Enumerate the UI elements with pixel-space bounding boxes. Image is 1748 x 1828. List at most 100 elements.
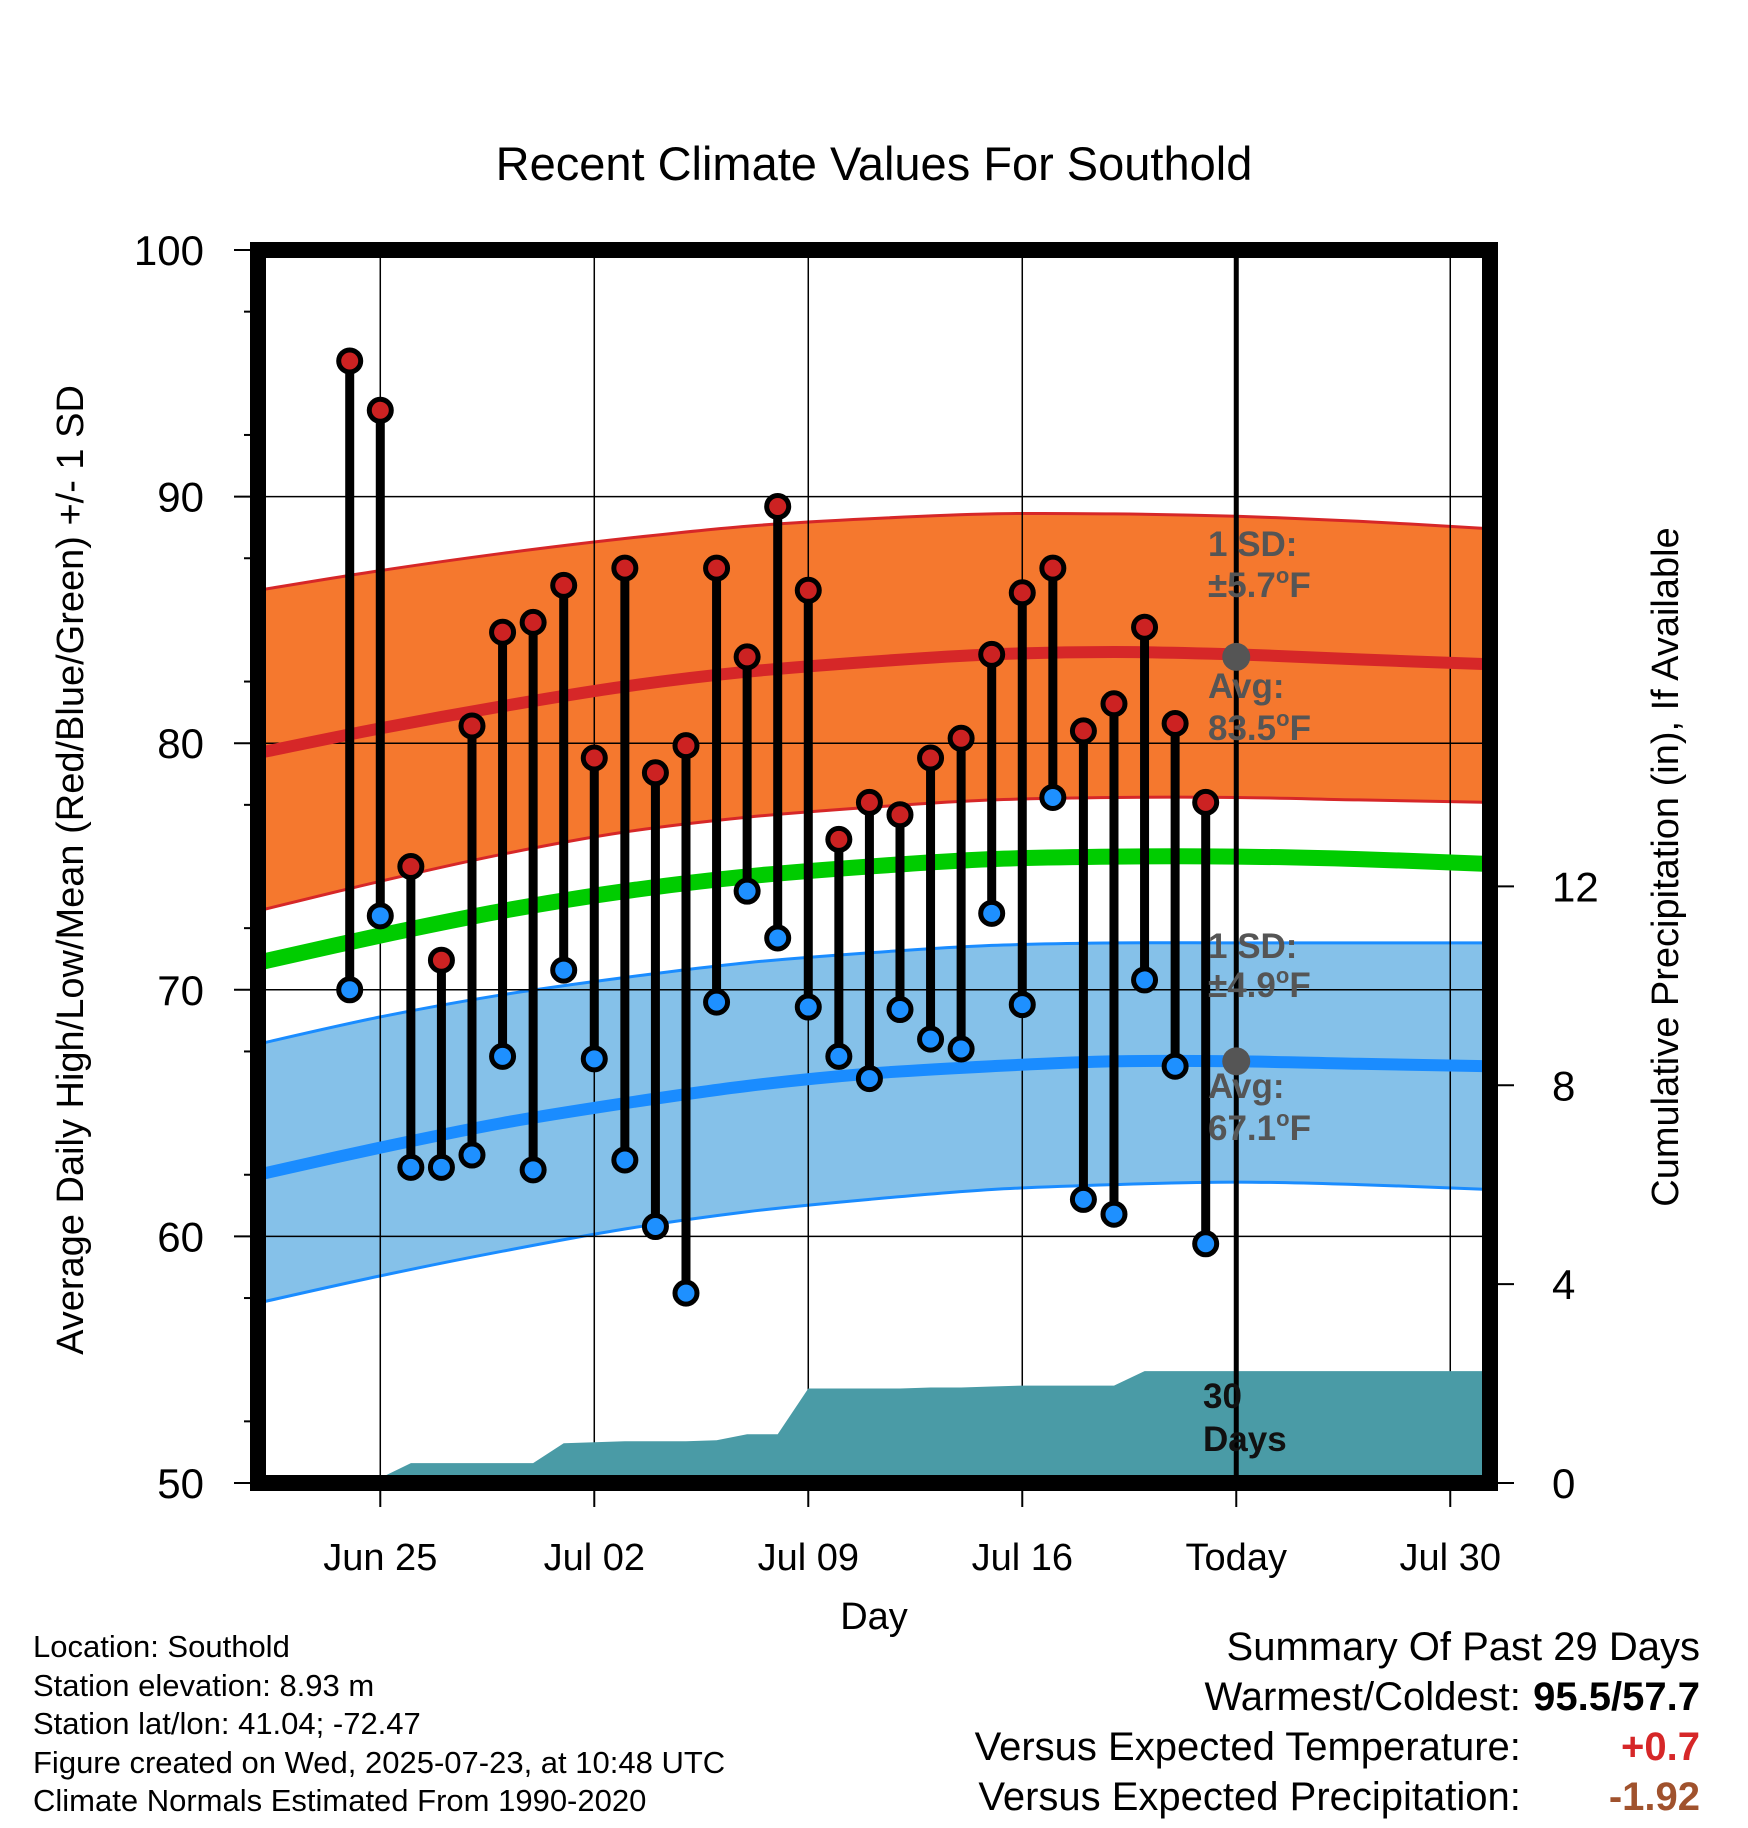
y2-tick-label: 4 <box>1552 1261 1575 1308</box>
daily-high-point <box>917 744 945 772</box>
today-low-avg-marker <box>1222 1047 1251 1076</box>
high-sd-value: ±5.7oF <box>1208 563 1311 605</box>
high-avg-line <box>258 645 1490 759</box>
daily-high-point <box>1008 579 1036 607</box>
high-band-upper-edge <box>258 511 1490 592</box>
plot-area <box>258 250 1490 1483</box>
daily-low-point <box>825 1042 853 1070</box>
daily-high-point <box>764 492 792 520</box>
daily-high-point <box>336 347 364 375</box>
x-tick-label: Jul 16 <box>972 1537 1073 1579</box>
daily-high-point <box>1192 788 1220 816</box>
x-tick-label: Jul 02 <box>544 1537 645 1579</box>
daily-low-point <box>397 1153 425 1181</box>
low-sd-band <box>258 942 1490 1303</box>
daily-high-point <box>978 640 1006 668</box>
summary-precip-row: Versus Expected Precipitation: -1.92 <box>975 1772 1700 1822</box>
high-avg-value: 83.5oF <box>1208 706 1311 748</box>
daily-low-point <box>794 993 822 1021</box>
y-tick-label: 60 <box>157 1213 204 1260</box>
daily-low-point <box>427 1153 455 1181</box>
daily-low-point <box>947 1035 975 1063</box>
daily-low-point <box>458 1141 486 1169</box>
daily-high-point <box>550 571 578 599</box>
summary-warm-cold-row: Warmest/Coldest: 95.5/57.7 <box>975 1672 1701 1722</box>
daily-high-point <box>366 396 394 424</box>
daily-low-point <box>855 1065 883 1093</box>
band-annotations: 1 SD: ±5.7oF Avg: 83.5oF 1 SD: ±4.9oF Av… <box>1203 525 1311 1459</box>
daily-low-point <box>641 1213 669 1241</box>
precip-period-line2: Days <box>1203 1420 1287 1459</box>
daily-high-point <box>641 759 669 787</box>
low-avg-label: Avg: <box>1208 1067 1284 1106</box>
y-axis-label-left: Average Daily High/Low/Mean (Red/Blue/Gr… <box>50 385 92 1355</box>
daily-high-point <box>703 554 731 582</box>
precip-anomaly-label: Versus Expected Precipitation: <box>978 1775 1521 1819</box>
daily-high-point <box>733 643 761 671</box>
x-tick-label: Today <box>1186 1537 1287 1579</box>
summary-heading: Summary Of Past 29 Days <box>1226 1625 1700 1669</box>
daily-low-point <box>580 1045 608 1073</box>
location-text: Location: Southold <box>33 1629 290 1664</box>
y-tick-label: 90 <box>157 474 204 521</box>
elevation-text: Station elevation: 8.93 m <box>33 1667 375 1703</box>
daily-high-point <box>672 732 700 760</box>
daily-low-point <box>1192 1230 1220 1258</box>
daily-low-point <box>764 924 792 952</box>
daily-high-point <box>1100 690 1128 718</box>
low-sd-label: 1 SD: <box>1208 927 1297 966</box>
today-high-avg-marker <box>1222 642 1251 671</box>
created-text: Figure created on Wed, 2025-07-23, at 10… <box>33 1744 726 1780</box>
daily-low-point <box>366 902 394 930</box>
daily-high-point <box>1039 554 1067 582</box>
daily-high-point <box>947 724 975 752</box>
warm-cold-value: 95.5/57.7 <box>1533 1675 1700 1719</box>
daily-high-point <box>580 744 608 772</box>
y2-tick-label: 8 <box>1552 1062 1575 1109</box>
low-band-lower-edge <box>258 1180 1490 1305</box>
daily-low-point <box>336 976 364 1004</box>
daily-low-point <box>1069 1185 1097 1213</box>
daily-low-point <box>733 877 761 905</box>
daily-low-point <box>1131 966 1159 994</box>
daily-low-point <box>917 1025 945 1053</box>
daily-low-point <box>1008 991 1036 1019</box>
x-tick-label: Jul 09 <box>758 1537 859 1579</box>
daily-low-point <box>550 956 578 984</box>
x-axis: Jun 25 Jul 02 Jul 09 Jul 16 Today Jul 30 <box>323 1483 1501 1579</box>
high-sd-label: 1 SD: <box>1208 525 1297 564</box>
low-avg-value: 67.1oF <box>1208 1106 1311 1148</box>
y2-tick-label: 0 <box>1552 1460 1575 1507</box>
daily-low-point <box>886 996 914 1024</box>
y-tick-label: 100 <box>134 227 204 274</box>
daily-low-point <box>1039 783 1067 811</box>
precip-period-line1: 30 <box>1203 1377 1242 1416</box>
y-tick-label: 50 <box>157 1460 204 1507</box>
x-tick-label: Jun 25 <box>323 1537 437 1579</box>
daily-high-point <box>794 576 822 604</box>
temp-anomaly-label: Versus Expected Temperature: <box>974 1725 1521 1769</box>
daily-high-point <box>1131 613 1159 641</box>
y-tick-label: 80 <box>157 720 204 767</box>
daily-high-point <box>825 825 853 853</box>
left-axis: 50 60 70 80 90 100 <box>134 227 258 1507</box>
daily-low-point <box>672 1279 700 1307</box>
chart-title: Recent Climate Values For Southold <box>496 137 1253 190</box>
daily-high-point <box>1161 709 1189 737</box>
daily-high-point <box>519 608 547 636</box>
station-info: Location: Southold Station elevation: 8.… <box>33 1628 725 1821</box>
latlon-text: Station lat/lon: 41.04; -72.47 <box>33 1706 421 1741</box>
daily-low-point <box>611 1146 639 1174</box>
daily-low-point <box>703 988 731 1016</box>
precip-anomaly-value: -1.92 <box>1608 1775 1700 1819</box>
daily-high-point <box>611 554 639 582</box>
y2-tick-label: 12 <box>1552 863 1599 910</box>
right-axis: 0 4 8 12 <box>1490 863 1599 1507</box>
daily-low-point <box>519 1156 547 1184</box>
daily-high-point <box>427 946 455 974</box>
daily-high-point <box>489 618 517 646</box>
daily-high-point <box>458 712 486 740</box>
daily-low-point <box>1100 1200 1128 1228</box>
daily-high-point <box>855 788 883 816</box>
